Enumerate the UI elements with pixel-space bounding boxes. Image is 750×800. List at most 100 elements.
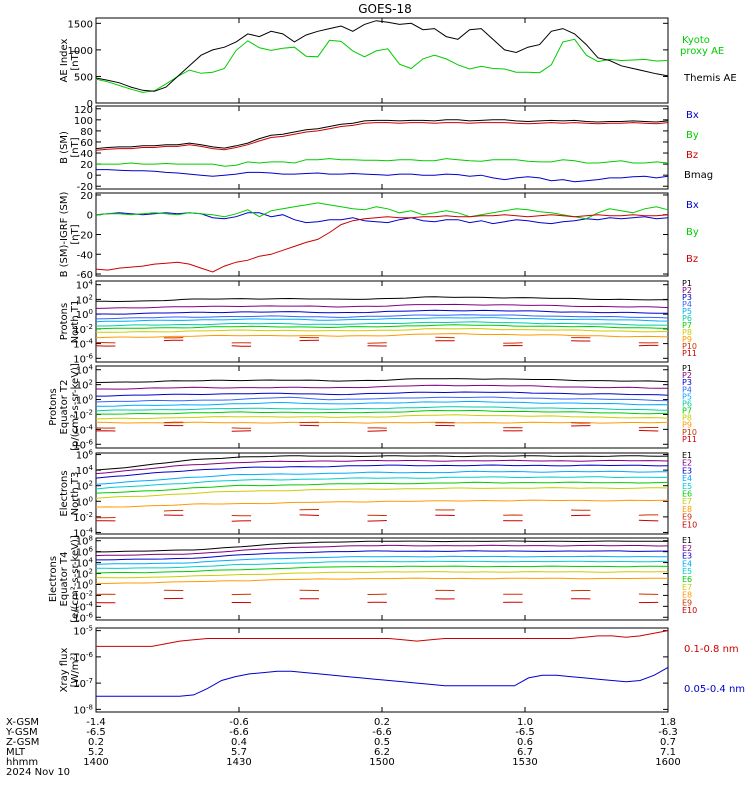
- series-line: [95, 214, 669, 273]
- legend-p7: P7: [682, 321, 692, 330]
- footer-row-label: X-GSM: [6, 717, 39, 728]
- y-tick-label: 104: [76, 364, 94, 377]
- y-tick-label: 10-4: [73, 423, 93, 436]
- legend-kyoto-line1: Kyoto: [682, 35, 710, 46]
- footer-value: 0.2: [374, 717, 390, 728]
- series-line: [95, 396, 668, 403]
- footer-value: 0.7: [660, 737, 676, 748]
- y-axis-label: Electrons: [48, 556, 59, 602]
- series-segment: [638, 519, 659, 522]
- y-tick-label: 60: [80, 138, 93, 149]
- legend-p11: P11: [682, 349, 697, 358]
- y-tick-label: 80: [80, 127, 93, 138]
- legend-p3: P3: [682, 293, 692, 302]
- y-tick-label: 10-2: [73, 323, 93, 336]
- series-segment: [367, 430, 387, 432]
- footer-value: -0.6: [229, 717, 249, 728]
- legend-bx: Bx: [686, 200, 699, 211]
- legend-e10: E10: [682, 606, 697, 615]
- y-axis-label: [nT]: [70, 224, 81, 244]
- footer-value: 6.7: [517, 747, 533, 758]
- y-tick-label: 104: [76, 464, 94, 477]
- legend-e3: E3: [682, 552, 692, 561]
- y-axis-label: AE Index: [59, 38, 70, 82]
- series-line: [95, 38, 669, 93]
- legend-p2: P2: [682, 371, 692, 380]
- series-line: [95, 565, 669, 574]
- legend-p11: P11: [682, 435, 697, 444]
- y-axis-label: North T3: [70, 472, 81, 516]
- y-tick-label: 104: [76, 279, 94, 292]
- footer-value: 1530: [512, 757, 537, 768]
- series-line: [96, 158, 669, 167]
- y-tick-label: 10-6: [73, 438, 93, 451]
- y-tick-label: 500: [74, 72, 93, 83]
- y-axis-label: B (SM)-IGRF (SM): [59, 192, 70, 278]
- series-segment: [367, 520, 387, 522]
- legend-p8: P8: [682, 414, 692, 423]
- legend-p8: P8: [682, 328, 692, 337]
- footer-value: -6.5: [515, 727, 535, 738]
- legend-p10: P10: [682, 342, 697, 351]
- legend-e4: E4: [682, 474, 692, 483]
- y-axis-label: Equator T4: [59, 552, 70, 607]
- y-tick-label: -40: [77, 250, 93, 261]
- y-tick-label: 0: [87, 99, 93, 110]
- y-tick-label: 10-6: [73, 352, 93, 365]
- y-tick-label: 40: [80, 149, 93, 160]
- y-tick-label: 10-8: [73, 703, 93, 716]
- y-tick-label: 102: [76, 568, 93, 581]
- footer-value: 1500: [369, 757, 394, 768]
- footer-value: 1430: [226, 757, 251, 768]
- series-line: [95, 324, 669, 330]
- y-axis-label: Electrons: [59, 470, 70, 516]
- footer-row-label: MLT: [6, 747, 26, 758]
- legend-e1: E1: [682, 451, 692, 460]
- y-tick-label: 108: [76, 535, 93, 548]
- series-line: [95, 20, 669, 92]
- series-line: [96, 540, 669, 553]
- y-axis-label: North T1: [70, 300, 81, 344]
- y-tick-label: 0: [87, 171, 93, 182]
- y-tick-label: 10-4: [73, 526, 93, 539]
- legend-p4: P4: [682, 300, 692, 309]
- series-line: [96, 571, 669, 579]
- legend-xray-short: 0.05-0.4 nm: [684, 684, 745, 695]
- legend-by: By: [686, 227, 699, 238]
- series-line: [95, 378, 669, 383]
- series-line: [95, 455, 669, 471]
- y-tick-label: 120: [74, 105, 93, 116]
- legend-p10: P10: [682, 428, 697, 437]
- y-tick-label: 10-2: [73, 408, 93, 421]
- panel-frame: [95, 280, 669, 363]
- series-line: [96, 391, 669, 397]
- series-segment: [367, 342, 387, 344]
- legend-p1: P1: [682, 279, 692, 288]
- series-segment: [299, 514, 320, 516]
- footer-value: -6.6: [229, 727, 249, 738]
- y-tick-label: 10-6: [73, 651, 93, 664]
- y-tick-label: 10-2: [73, 589, 93, 602]
- series-line: [95, 317, 669, 323]
- series-line: [95, 464, 669, 479]
- legend-p5: P5: [682, 307, 692, 316]
- y-tick-label: 100: [76, 578, 93, 591]
- legend-bmag: Bmag: [684, 170, 713, 181]
- y-tick-label: -60: [77, 270, 93, 281]
- legend-e8: E8: [682, 505, 692, 514]
- legend-e6: E6: [682, 490, 692, 499]
- legend-p3: P3: [682, 378, 692, 387]
- footer-value: 1.8: [660, 717, 676, 728]
- legend-xray-long: 0.1-0.8 nm: [684, 644, 739, 655]
- footer-row-label: Z-GSM: [6, 737, 39, 748]
- footer-row-label: Y-GSM: [5, 727, 38, 738]
- legend-p6: P6: [682, 399, 692, 408]
- y-tick-label: 0: [87, 211, 93, 222]
- y-tick-label: 102: [76, 480, 93, 493]
- y-tick-label: 100: [76, 495, 93, 508]
